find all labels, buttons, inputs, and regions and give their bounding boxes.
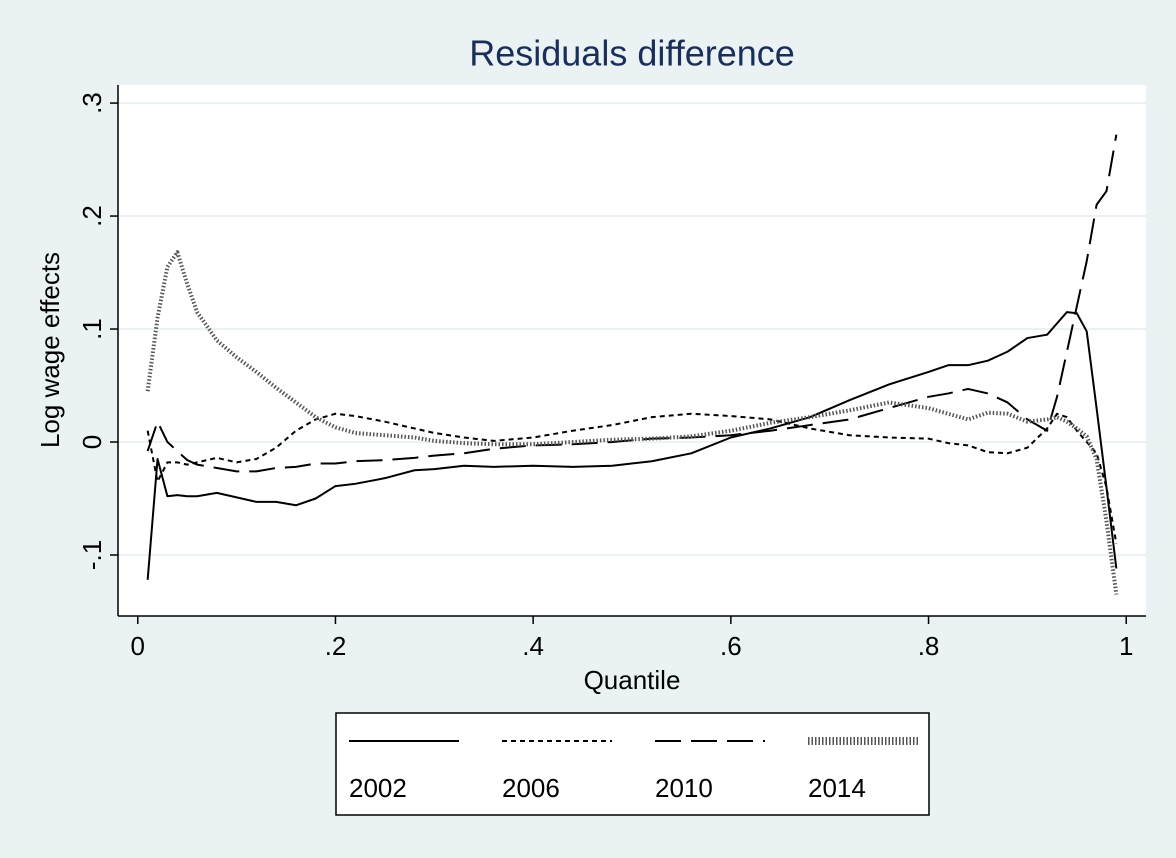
x-axis-label: Quantile — [584, 665, 681, 695]
series-line — [146, 412, 1118, 544]
series-line — [146, 134, 1118, 473]
series-line — [146, 311, 1118, 580]
y-tick-label: -.1 — [77, 540, 107, 570]
y-tick-label: 0 — [77, 435, 107, 449]
legend-box — [335, 712, 930, 816]
legend-label: 2010 — [655, 773, 713, 803]
y-axis-label: Log wage effects — [35, 252, 65, 448]
legend-label: 2002 — [349, 773, 407, 803]
x-tick-label: 0 — [131, 631, 145, 661]
legend-label: 2014 — [808, 773, 866, 803]
x-tick-label: .8 — [918, 631, 940, 661]
y-tick-label: .2 — [77, 205, 107, 227]
y-tick-label: .3 — [77, 92, 107, 114]
y-tick-label: .1 — [77, 318, 107, 340]
legend-label: 2006 — [502, 773, 560, 803]
series-line — [145, 250, 1119, 595]
x-tick-label: 1 — [1119, 631, 1133, 661]
plot-area — [118, 85, 1146, 616]
x-tick-label: .6 — [720, 631, 742, 661]
chart-title: Residuals difference — [469, 33, 795, 74]
x-tick-label: .4 — [522, 631, 544, 661]
x-tick-label: .2 — [325, 631, 347, 661]
